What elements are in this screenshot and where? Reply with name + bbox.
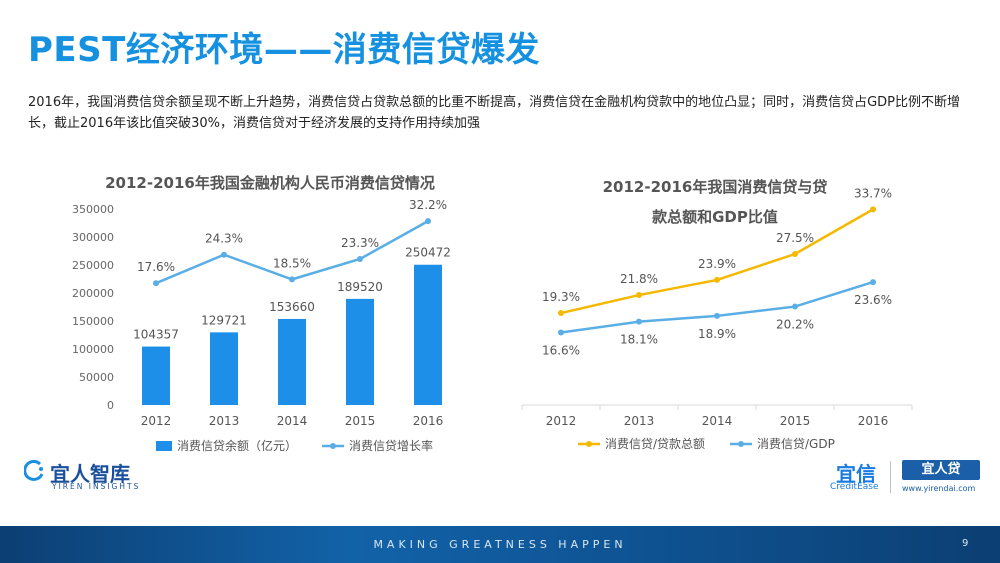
chart2-xtick-label: 2012 (546, 414, 577, 428)
chart1-xtick-label: 2012 (141, 414, 172, 428)
bar-line-chart-consumer-credit: 2012-2016年我国金融机构人民币消费信贷情况 0 50000 100000 15… (60, 168, 480, 468)
chart1-bar (210, 332, 238, 405)
chart2-point (870, 279, 876, 286)
chart1-bar-label: 189520 (337, 280, 383, 294)
chart2-xtick-label: 2016 (858, 414, 889, 428)
logo-mark-icon (23, 459, 46, 486)
chart1-growth-point (425, 218, 431, 225)
chart2-point (558, 310, 564, 317)
chart1-growth-label: 23.3% (341, 236, 379, 250)
chart2-data-label: 23.9% (698, 257, 736, 271)
chart2-point (636, 292, 642, 299)
chart2-point (714, 276, 720, 283)
chart1-ytick-label: 350000 (72, 203, 114, 216)
chart1-bar-label: 104357 (133, 328, 179, 342)
chart2-legend-marker-1 (586, 441, 592, 447)
chart2-data-label: 18.9% (698, 327, 736, 341)
chart2-point (870, 206, 876, 213)
chart1-bar-label: 129721 (201, 313, 247, 327)
chart2-data-label: 19.3% (542, 290, 580, 304)
creditease-logo-en: CreditEase (830, 482, 879, 492)
chart1-xtick-label: 2014 (277, 414, 308, 428)
chart2-data-label: 23.6% (854, 293, 892, 307)
chart2-data-label: 16.6% (542, 343, 580, 357)
chart2-data-label: 33.7% (854, 186, 892, 200)
chart1-growth-point (153, 280, 159, 287)
chart1-growth-point (289, 276, 295, 283)
chart1-ytick-label: 250000 (72, 259, 114, 272)
chart1-bar (414, 264, 442, 405)
chart2-data-label: 20.2% (776, 318, 814, 332)
chart2-xtick-label: 2014 (702, 414, 733, 428)
chart1-bar (278, 318, 306, 405)
chart1-ytick-label: 200000 (72, 287, 114, 300)
line-chart-credit-ratios: 2012-2016年我国消费信贷与贷款总额和GDP比值 2012 2013 2014… (510, 170, 920, 470)
chart2-point (636, 318, 642, 325)
chart1-legend-line-label: 消费信贷增长率 (349, 438, 433, 453)
chart1-growth-label: 24.3% (205, 232, 243, 246)
chart2-point (714, 312, 720, 319)
creditease-logo-cn: 宜信 (836, 462, 876, 486)
logo-left-cn: 宜人智库 (50, 462, 130, 486)
footer-tagline: MAKING GREATNESS HAPPEN (373, 538, 627, 551)
chart1-ytick-label: 100000 (72, 343, 114, 356)
chart2-svg: 2012 2013 2014 2015 2016 19.3% 21.8% 23.9% 27.5%… (521, 186, 913, 451)
chart2-point (792, 251, 798, 257)
footer-band: MAKING GREATNESS HAPPEN 9 (0, 526, 1000, 563)
page-number: 9 (962, 538, 969, 549)
chart2-point (558, 329, 564, 336)
chart1-growth-point (357, 255, 363, 262)
chart2-legend-marker-2 (738, 441, 744, 447)
chart1-ytick-label: 0 (107, 399, 114, 412)
chart1-xtick-label: 2013 (209, 414, 240, 428)
chart2-title: 2012-2016年我国消费信贷与贷款总额和GDP比值 (602, 178, 828, 226)
chart1-title: 2012-2016年我国金融机构人民币消费信贷情况 (105, 174, 435, 192)
chart1-growth-label: 17.6% (137, 260, 175, 274)
chart1-ytick-label: 150000 (72, 315, 114, 328)
slide-title: PEST经济环境——消费信贷爆发 (28, 30, 540, 70)
chart1-svg: 0 50000 100000 150000 200000 250000 300000 3500… (72, 198, 451, 453)
chart2-point (792, 303, 798, 310)
chart1-growth-line (155, 220, 429, 285)
chart1-growth-label: 32.2% (409, 198, 447, 212)
chart2-line-credit-to-gdp (560, 280, 874, 334)
partner-logos: 宜信 CreditEase 宜人贷 www.yirendai.com (830, 458, 990, 498)
chart1-ytick-label: 300000 (72, 231, 114, 244)
chart2-legend-label-2: 消费信贷/GDP (757, 437, 835, 451)
chart1-xtick-label: 2015 (345, 414, 376, 428)
logo-left-en: YIREN INSIGHTS (52, 482, 141, 491)
chart1-legend-bar-swatch (156, 441, 172, 451)
chart1-bar-label: 250472 (405, 246, 451, 260)
chart1-growth-point (221, 251, 227, 258)
chart1-legend-line-marker (330, 443, 336, 449)
intro-paragraph: 2016年，我国消费信贷余额呈现不断上升趋势，消费信贷占贷款总额的比重不断提高，… (28, 95, 961, 131)
chart1-legend-bar-label: 消费信贷余额（亿元） (177, 438, 297, 453)
logo-divider (890, 461, 891, 493)
chart2-data-label: 21.8% (620, 272, 658, 286)
chart1-bar-label: 153660 (269, 300, 315, 314)
chart1-growth-label: 18.5% (273, 256, 311, 270)
chart1-ytick-label: 50000 (79, 371, 114, 384)
chart1-bar (346, 298, 374, 405)
yirendai-url: www.yirendai.com (902, 484, 976, 493)
chart2-xtick-label: 2013 (624, 414, 655, 428)
chart2-data-label: 27.5% (776, 231, 814, 245)
chart1-xtick-label: 2016 (413, 414, 444, 428)
yirendai-logo-cn: 宜人贷 (902, 460, 980, 480)
chart2-data-label: 18.1% (620, 333, 658, 347)
chart2-xtick-label: 2015 (780, 414, 811, 428)
chart2-legend-label-1: 消费信贷/贷款总额 (605, 437, 705, 451)
chart1-bar (142, 346, 170, 405)
